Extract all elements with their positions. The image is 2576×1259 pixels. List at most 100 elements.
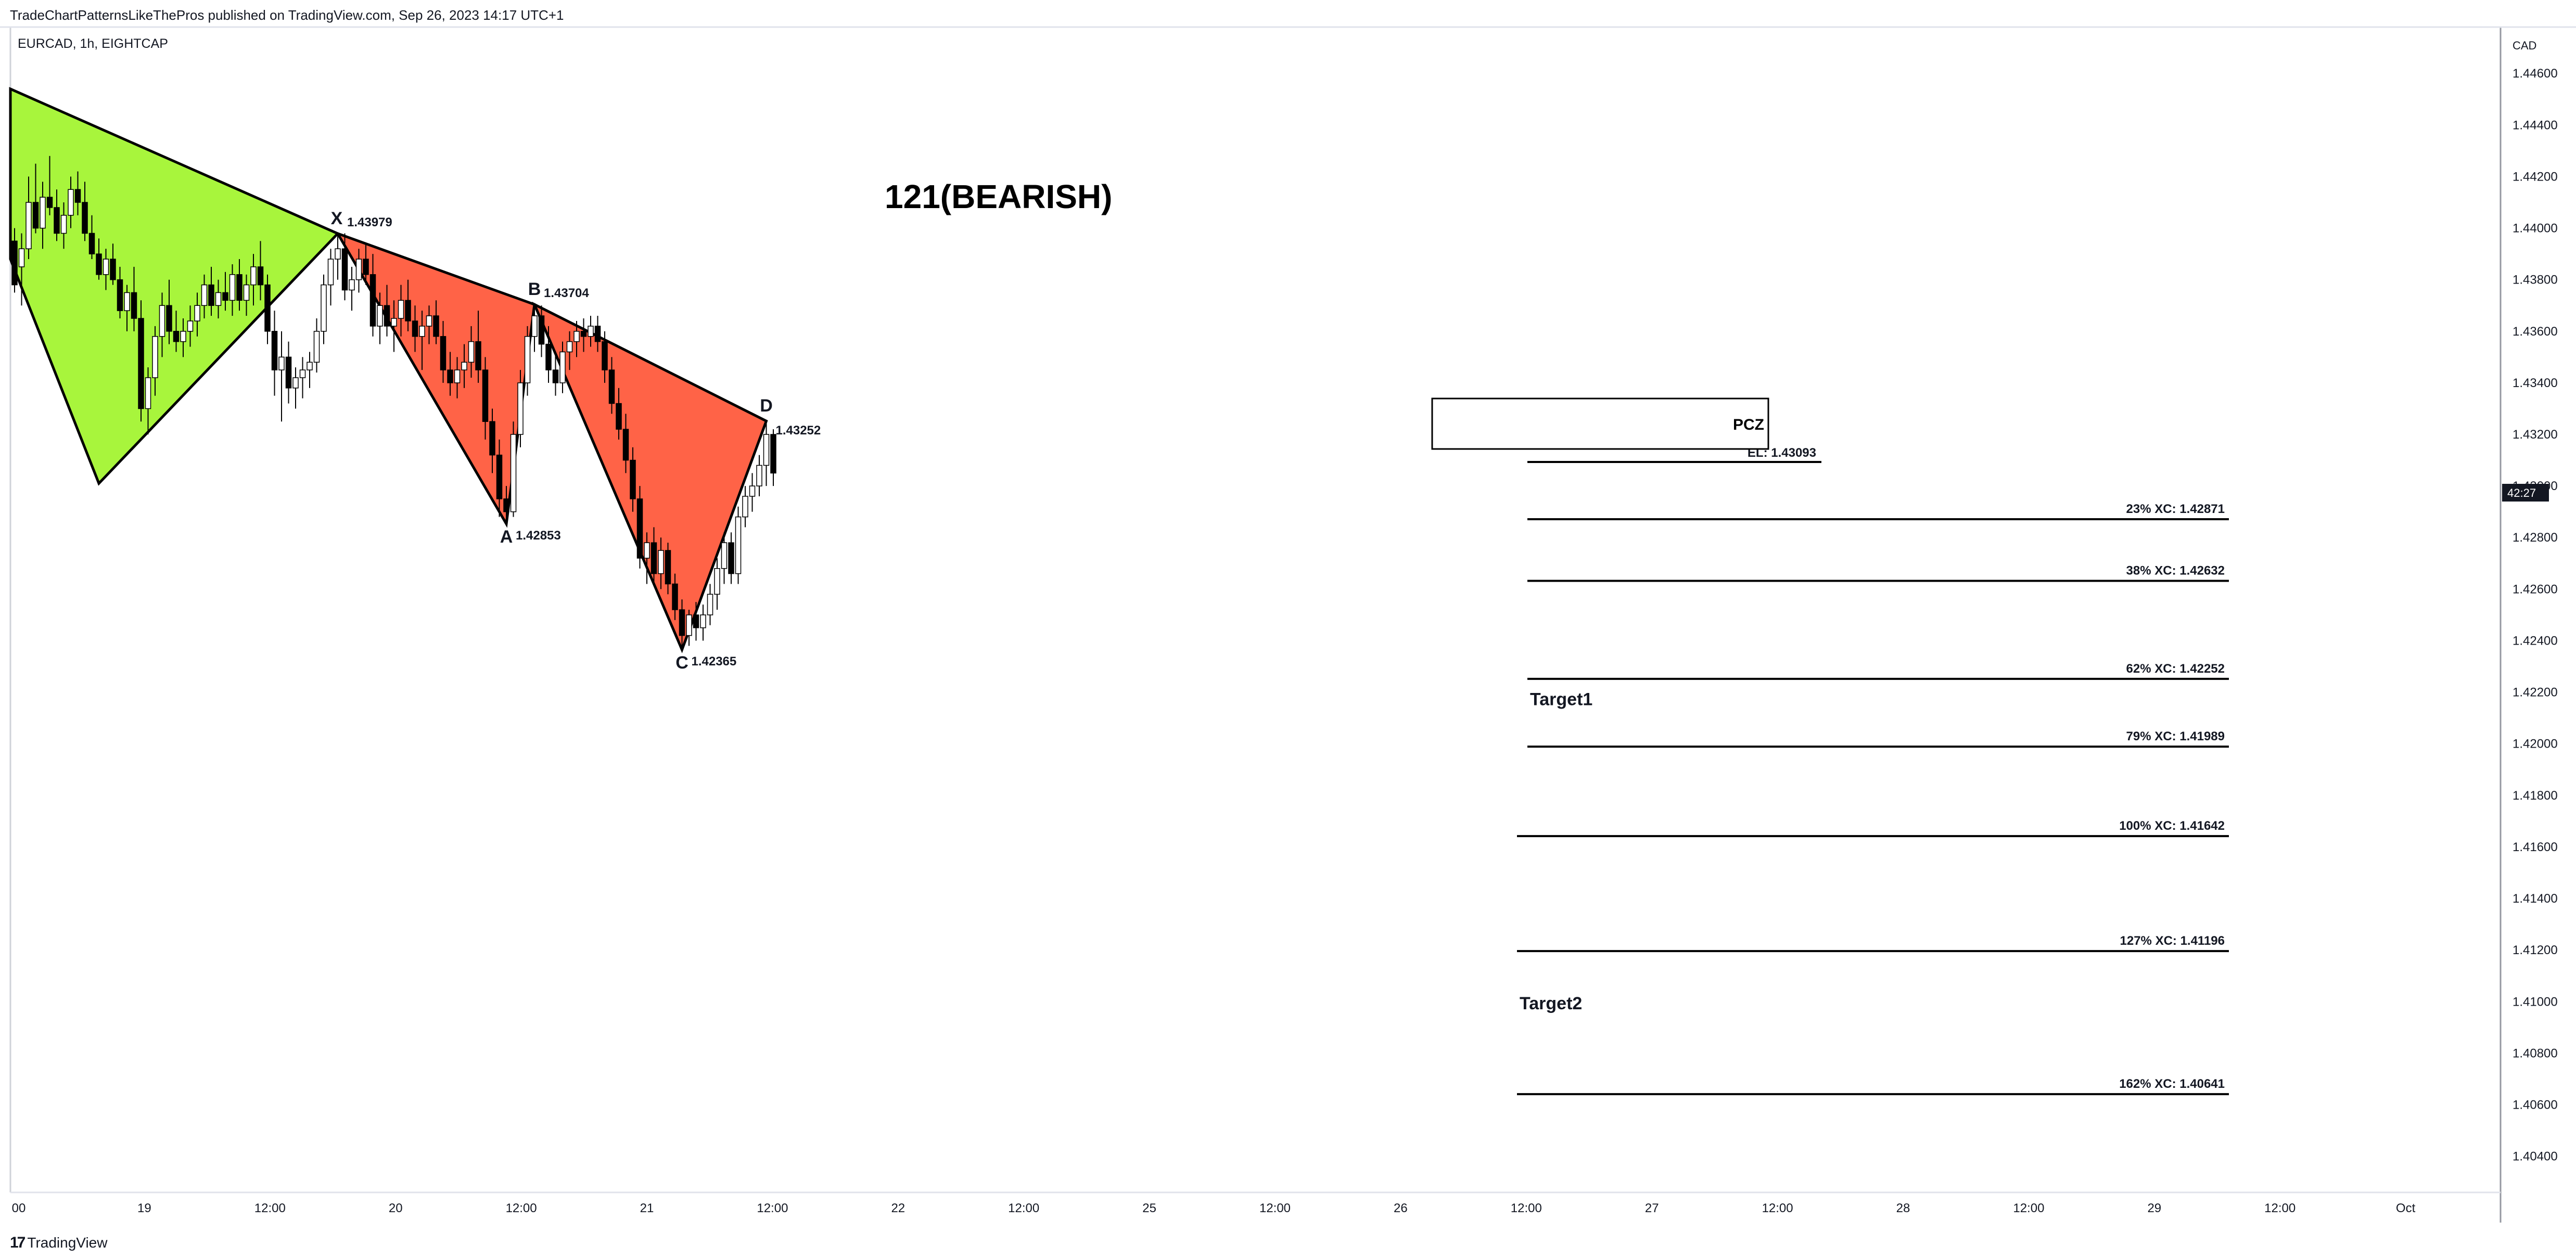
- candle-body: [405, 300, 411, 322]
- y-tick-label: 1.43200: [2513, 428, 2558, 442]
- candle-body: [580, 331, 587, 337]
- candle-body: [110, 259, 116, 280]
- candle-body: [88, 233, 95, 254]
- candles-group: [11, 156, 776, 650]
- y-tick-label: 1.43800: [2513, 273, 2558, 287]
- y-tick-label: 1.43600: [2513, 325, 2558, 339]
- candle-body: [594, 326, 601, 342]
- candle-body: [11, 240, 18, 286]
- y-tick-label: 1.40600: [2513, 1098, 2558, 1112]
- x-tick-label: Oct: [2396, 1201, 2416, 1215]
- candle-body: [229, 274, 236, 301]
- y-tick-label: 1.42600: [2513, 582, 2558, 596]
- candle-body: [475, 341, 481, 370]
- candle-body: [25, 202, 32, 249]
- pattern-price-b: 1.43704: [544, 286, 589, 300]
- candle-body: [644, 542, 650, 559]
- candle-body: [341, 248, 348, 291]
- y-tick-label: 1.41000: [2513, 995, 2558, 1009]
- candle-body: [166, 305, 172, 332]
- candle-body: [608, 369, 615, 404]
- pattern-price-x: 1.43979: [347, 215, 392, 229]
- pcz-label: PCZ: [1733, 416, 1764, 433]
- candle-body: [742, 496, 748, 518]
- candle-body: [299, 369, 306, 378]
- candle-body: [398, 300, 404, 319]
- x-tick-label: 12:00: [757, 1201, 788, 1215]
- target-label-2: Target2: [1520, 994, 1582, 1013]
- candle-body: [180, 331, 186, 342]
- candle-body: [117, 279, 123, 311]
- pattern-point-a: A: [500, 527, 513, 547]
- candle-body: [208, 284, 214, 306]
- candle-body: [482, 369, 489, 422]
- x-tick-label: 22: [891, 1201, 905, 1215]
- green-triangle: [9, 87, 340, 486]
- candle-body: [630, 459, 636, 499]
- x-tick-label: 12:00: [1762, 1201, 1793, 1215]
- candle-body: [510, 434, 517, 512]
- candle-body: [321, 284, 327, 332]
- candle-body: [447, 369, 453, 383]
- level-label: 62% XC: 1.42252: [2126, 662, 2225, 676]
- y-tick-label: 1.41200: [2513, 943, 2558, 957]
- x-tick-label: 00: [12, 1201, 26, 1215]
- y-tick-label: 1.40800: [2513, 1046, 2558, 1060]
- candle-body: [215, 292, 222, 306]
- x-tick-label: 21: [640, 1201, 654, 1215]
- candle-body: [672, 583, 678, 610]
- candle-body: [707, 594, 713, 615]
- x-tick-label: 12:00: [254, 1201, 286, 1215]
- candle-body: [693, 614, 699, 628]
- candle-body: [194, 305, 200, 322]
- candle-body: [461, 362, 467, 370]
- y-tick-label: 1.42200: [2513, 686, 2558, 700]
- candle-body: [349, 279, 355, 291]
- candle-body: [524, 336, 531, 383]
- candle-body: [588, 326, 594, 337]
- x-tick-label: 12:00: [2264, 1201, 2296, 1215]
- candle-body: [257, 266, 264, 286]
- candle-body: [391, 318, 397, 327]
- candle-body: [250, 266, 257, 286]
- candle-body: [770, 434, 776, 474]
- candle-body: [236, 274, 243, 301]
- candle-body: [749, 485, 756, 497]
- candle-body: [573, 331, 580, 342]
- candle-body: [243, 284, 250, 301]
- target-label-1: Target1: [1530, 689, 1592, 709]
- pattern-price-a: 1.42853: [516, 529, 561, 543]
- candle-body: [74, 189, 81, 203]
- candle-body: [763, 434, 770, 466]
- time-axis[interactable]: 00 19 12:00 20 12:00 21 12:00 22 12:00 25 12:00 26 1…: [12, 1201, 2416, 1215]
- candle-body: [714, 568, 720, 595]
- candle-body: [412, 320, 418, 337]
- tradingview-logo-text: TradingView: [27, 1235, 108, 1251]
- candle-body: [679, 609, 685, 636]
- candle-body: [264, 284, 271, 332]
- pattern-point-c: C: [675, 653, 688, 673]
- y-tick-label: 1.43400: [2513, 376, 2558, 390]
- price-axis[interactable]: 1.44600 1.44400 1.44200 1.44000 1.43800 1.436…: [2513, 67, 2558, 1163]
- candle-body: [369, 274, 376, 327]
- tradingview-logo[interactable]: 17 TradingView: [10, 1234, 107, 1252]
- candle-body: [496, 454, 503, 499]
- candle-body: [201, 284, 208, 306]
- candle-body: [440, 336, 447, 370]
- pattern-price-c: 1.42365: [692, 654, 737, 669]
- candle-body: [419, 326, 425, 337]
- candle-body: [32, 202, 39, 229]
- candle-body: [159, 305, 165, 337]
- candle-body: [517, 382, 524, 435]
- overlays-group: X 1.43979 A 1.42853 B 1.43704 C 1.42365 D1.43252…: [331, 209, 2229, 1096]
- candle-body: [700, 614, 706, 628]
- candle-body: [658, 550, 664, 574]
- x-tick-label: 12:00: [1259, 1201, 1291, 1215]
- x-tick-label: 12:00: [1511, 1201, 1542, 1215]
- candle-body: [152, 336, 158, 378]
- candle-body: [756, 465, 762, 486]
- candle-body: [131, 292, 137, 319]
- candle-body: [40, 197, 46, 229]
- candle-body: [187, 320, 194, 332]
